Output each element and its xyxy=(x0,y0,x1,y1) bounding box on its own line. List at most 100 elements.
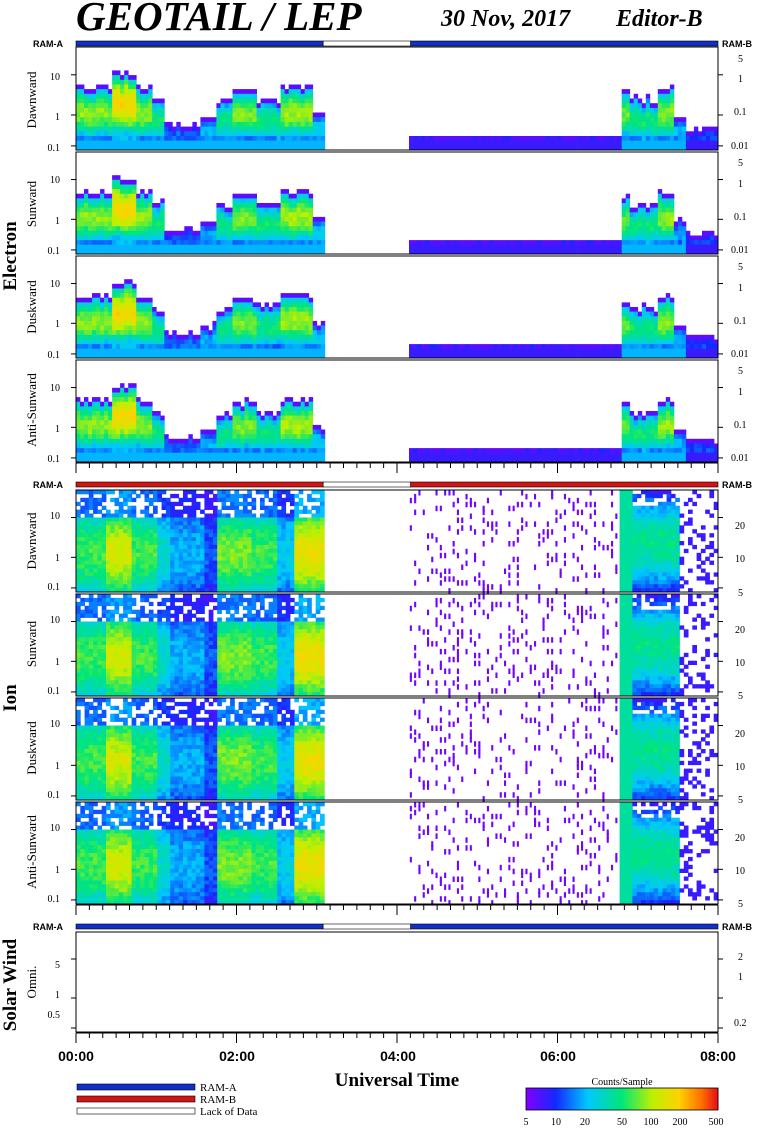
heat-cell-i-dawnward xyxy=(101,525,107,530)
heat-cell-e-sunward xyxy=(653,230,659,236)
heat-cell-e-sunward xyxy=(80,226,85,232)
heat-cell-e-dawnward xyxy=(292,112,298,118)
heat-cell-e-dawnward xyxy=(220,103,225,109)
heat-cell-e-duskward xyxy=(292,293,298,299)
heat-cell-e-duskward xyxy=(88,311,93,317)
heat-cell-e-duskward xyxy=(693,339,699,345)
heat-cell-i-dawnward xyxy=(153,572,158,577)
heat-cell-i-dawnward xyxy=(153,548,158,554)
heat-cell-e-sunward xyxy=(140,249,145,255)
heat-cell-e-duskward xyxy=(112,311,117,317)
heat-cell-e-antisunward xyxy=(625,429,631,435)
heat-cell-e-duskward xyxy=(104,302,109,308)
heat-cell-e-dawnward xyxy=(88,103,93,109)
heat-cell-e-sunward xyxy=(573,240,578,246)
heat-cell-e-antisunward xyxy=(445,448,450,454)
heat-cell-e-antisunward xyxy=(144,429,149,435)
heat-cell-e-antisunward xyxy=(421,452,426,458)
heat-cell-e-antisunward xyxy=(477,457,482,463)
heat-cell-i-dawnward xyxy=(153,537,158,542)
heat-cell-e-dawnward xyxy=(104,126,109,132)
heat-cell-e-dawnward xyxy=(280,103,285,109)
heat-cell-e-sunward xyxy=(116,207,121,213)
heat-cell-e-sunward xyxy=(320,221,326,227)
heat-cell-e-duskward xyxy=(100,330,105,336)
heat-cell-e-dawnward xyxy=(96,89,101,95)
heat-cell-e-duskward xyxy=(677,344,683,350)
heat-cell-e-dawnward xyxy=(553,136,558,142)
heat-cell-e-sunward xyxy=(144,198,149,204)
heat-cell-e-duskward xyxy=(308,348,314,354)
heat-cell-e-antisunward xyxy=(224,424,229,430)
heat-cell-i-dawnward xyxy=(118,572,124,577)
heat-cell-e-sunward xyxy=(236,249,241,255)
heat-cell-i-dawnward xyxy=(93,533,98,538)
heat-cell-e-duskward xyxy=(100,344,105,350)
heat-cell-e-antisunward xyxy=(633,438,639,444)
heat-cell-e-sunward xyxy=(88,249,93,255)
heat-cell-i-dawnward xyxy=(187,552,192,558)
heat-cell-e-duskward xyxy=(461,353,466,359)
heat-cell-e-dawnward xyxy=(160,117,165,123)
heat-cell-e-antisunward xyxy=(565,457,570,463)
heat-cell-e-antisunward xyxy=(300,452,306,458)
heat-cell-e-sunward xyxy=(128,179,133,185)
heat-cell-e-sunward xyxy=(677,240,683,246)
heat-cell-e-sunward xyxy=(152,207,157,213)
heat-cell-e-sunward xyxy=(497,249,502,255)
heat-cell-e-antisunward xyxy=(649,420,655,426)
heat-cell-e-antisunward xyxy=(581,457,586,463)
heat-cell-e-duskward xyxy=(268,307,273,312)
heat-cell-i-dawnward xyxy=(131,497,137,503)
heat-cell-e-antisunward xyxy=(244,457,249,463)
heat-cell-e-sunward xyxy=(208,226,213,232)
heat-cell-e-antisunward xyxy=(637,448,643,454)
heat-cell-e-dawnward xyxy=(645,98,651,104)
heat-cell-e-sunward xyxy=(661,207,667,213)
heat-cell-e-duskward xyxy=(132,283,137,289)
heat-cell-e-duskward xyxy=(96,320,101,326)
heat-cell-e-dawnward xyxy=(284,117,289,123)
heat-cell-e-sunward xyxy=(702,244,707,250)
heat-cell-e-sunward xyxy=(240,193,245,199)
heat-cell-e-duskward xyxy=(248,297,253,303)
heat-cell-e-sunward xyxy=(100,212,105,218)
heat-cell-e-antisunward xyxy=(220,443,225,449)
heat-cell-e-dawnward xyxy=(220,121,225,127)
heat-cell-e-sunward xyxy=(276,207,281,213)
heat-cell-e-sunward xyxy=(481,244,486,250)
heat-cell-e-antisunward xyxy=(605,452,610,458)
heat-cell-e-antisunward xyxy=(417,448,422,454)
heat-cell-e-dawnward xyxy=(288,145,294,151)
heat-cell-e-dawnward xyxy=(152,121,157,127)
heat-cell-i-dawnward xyxy=(135,588,141,593)
heat-cell-e-dawnward xyxy=(236,89,241,95)
heat-cell-i-dawnward xyxy=(161,584,167,589)
heat-cell-e-antisunward xyxy=(132,411,137,416)
heat-cell-e-dawnward xyxy=(76,140,81,146)
heat-cell-e-sunward xyxy=(288,235,294,241)
heat-cell-e-dawnward xyxy=(268,103,273,109)
heat-cell-e-duskward xyxy=(581,348,586,354)
heat-cell-e-dawnward xyxy=(116,121,121,127)
heat-cell-e-dawnward xyxy=(276,103,281,109)
heat-cell-e-antisunward xyxy=(232,438,237,444)
heat-cell-i-dawnward xyxy=(161,564,167,569)
heat-cell-e-sunward xyxy=(308,216,314,222)
heat-cell-e-antisunward xyxy=(132,448,137,454)
heat-cell-e-dawnward xyxy=(264,131,269,137)
heat-cell-e-dawnward xyxy=(256,126,261,132)
heat-cell-e-antisunward xyxy=(124,443,129,449)
heat-cell-e-sunward xyxy=(316,244,322,250)
heat-cell-e-duskward xyxy=(120,353,125,359)
heat-cell-e-dawnward xyxy=(280,136,285,142)
heat-cell-e-dawnward xyxy=(236,140,241,146)
heat-cell-e-antisunward xyxy=(252,420,257,426)
heat-cell-e-sunward xyxy=(116,221,121,227)
heat-cell-i-dawnward xyxy=(161,544,167,550)
heat-cell-e-antisunward xyxy=(441,457,446,463)
heat-cell-e-sunward xyxy=(96,244,101,250)
heat-cell-e-sunward xyxy=(469,240,474,246)
heat-cell-i-dawnward xyxy=(101,493,107,499)
heat-cell-e-duskward xyxy=(236,307,241,312)
